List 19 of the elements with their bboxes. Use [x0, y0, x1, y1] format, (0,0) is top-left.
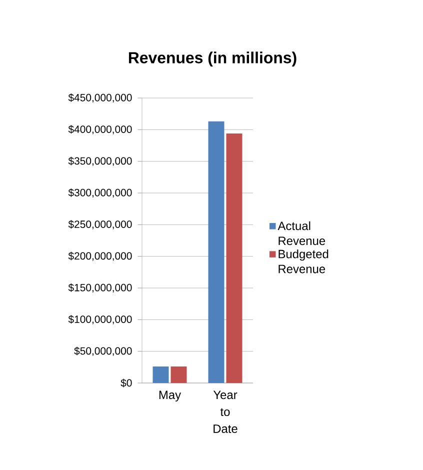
- y-tick-label: $50,000,000: [74, 346, 132, 356]
- y-tick-label: $250,000,000: [68, 220, 132, 230]
- y-tick-label: $350,000,000: [68, 156, 132, 166]
- x-tick-label: May: [159, 390, 182, 402]
- y-tick-label: $450,000,000: [68, 93, 132, 103]
- legend-label: Budgeted Revenue: [278, 250, 328, 274]
- y-tick-label: $150,000,000: [68, 283, 132, 293]
- bar: [208, 121, 224, 383]
- y-tick-label: $0: [120, 378, 132, 388]
- legend-label: Actual Revenue: [278, 221, 326, 246]
- bar: [226, 133, 242, 383]
- bar: [170, 366, 187, 383]
- y-tick-label: $100,000,000: [68, 315, 132, 324]
- y-tick-label: $400,000,000: [68, 125, 132, 134]
- bar: [152, 366, 169, 383]
- y-tick-label: $300,000,000: [68, 188, 132, 198]
- x-tick-label: Year to Date: [213, 390, 238, 433]
- y-tick-label: $200,000,000: [68, 252, 132, 261]
- chart-title: Revenues (in millions): [128, 52, 296, 67]
